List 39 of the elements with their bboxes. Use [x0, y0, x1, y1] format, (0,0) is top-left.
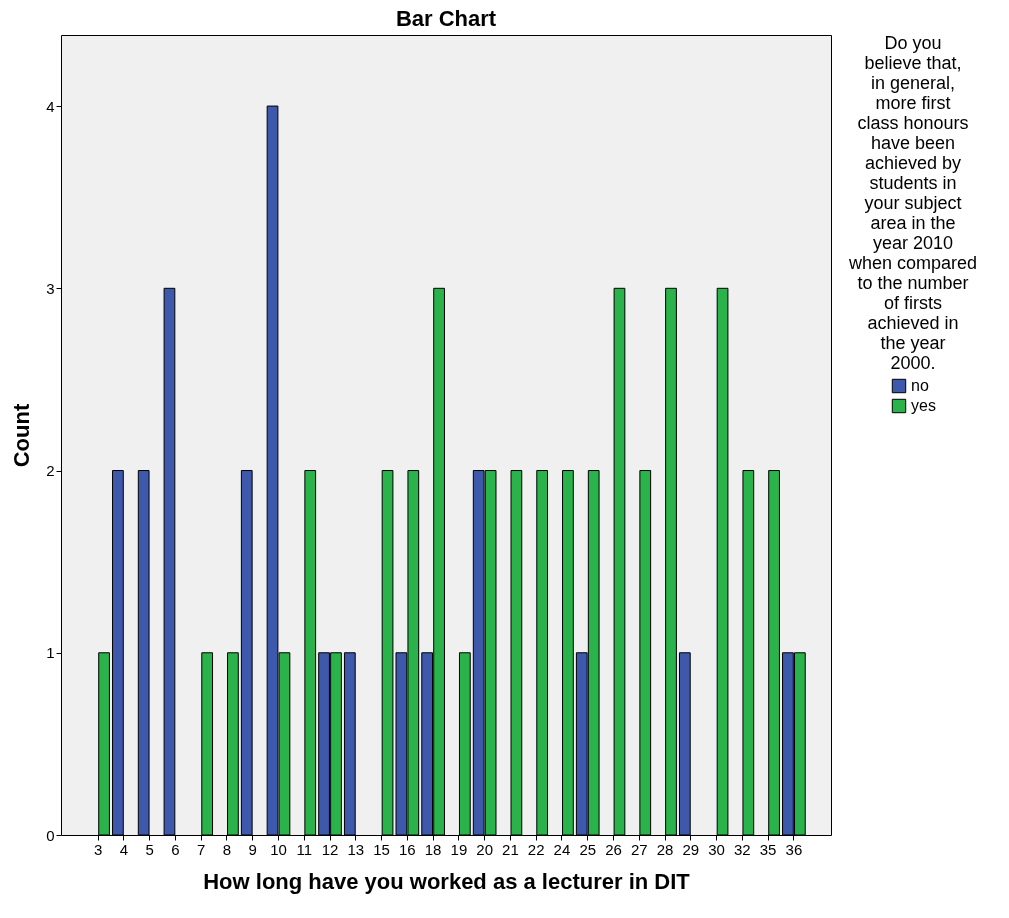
x-tick-label: 22 [527, 840, 545, 858]
chart-title: Bar Chart [395, 6, 497, 31]
x-tick-label: 36 [785, 840, 803, 858]
x-tick-label: 5 [145, 840, 154, 858]
x-tick-label: 28 [656, 840, 674, 858]
x-tick-label: 8 [222, 840, 232, 858]
y-tick-label: 2 [46, 462, 55, 480]
x-tick-label: 6 [171, 840, 180, 858]
legend-label: no [911, 377, 929, 394]
x-tick-label: 30 [708, 840, 725, 858]
x-tick-label: 18 [424, 840, 442, 858]
x-tick-label: 25 [579, 840, 597, 858]
x-tick-label: 15 [373, 840, 390, 858]
x-tick-label: 9 [248, 840, 257, 858]
x-tick-label: 20 [476, 840, 493, 858]
x-tick-label: 11 [296, 840, 313, 858]
x-tick-label: 35 [759, 840, 777, 858]
y-tick-label: 4 [46, 97, 55, 115]
x-axis-title: How long have you worked as a lecturer in DIT [203, 868, 691, 894]
x-tick-label: 12 [321, 840, 339, 858]
x-tick-label: 24 [553, 840, 571, 858]
x-tick-label: 10 [270, 840, 287, 858]
x-tick-label: 32 [734, 840, 751, 858]
x-tick-label: 26 [605, 840, 622, 858]
x-tick-label: 27 [630, 840, 648, 858]
text: Do you believe that, in general, more first class honours have been achieved by students in your subject area in the year 2010 when compared to the number of firsts achieved in the year 2000. [848, 33, 978, 373]
x-tick-label: 29 [682, 840, 700, 858]
legend-label: yes [911, 397, 936, 414]
x-tick-label: 13 [347, 840, 365, 858]
y-axis-title: Count [9, 403, 35, 468]
x-tick-label: 19 [450, 840, 468, 858]
x-tick-label: 21 [502, 840, 519, 858]
x-tick-label: 4 [119, 840, 129, 858]
y-tick-label: 0 [46, 826, 55, 844]
x-tick-label: 16 [399, 840, 416, 858]
y-tick-label: 3 [46, 279, 55, 297]
x-tick-label: 7 [197, 840, 206, 858]
y-tick-label: 1 [46, 644, 55, 662]
x-tick-label: 3 [93, 840, 103, 858]
